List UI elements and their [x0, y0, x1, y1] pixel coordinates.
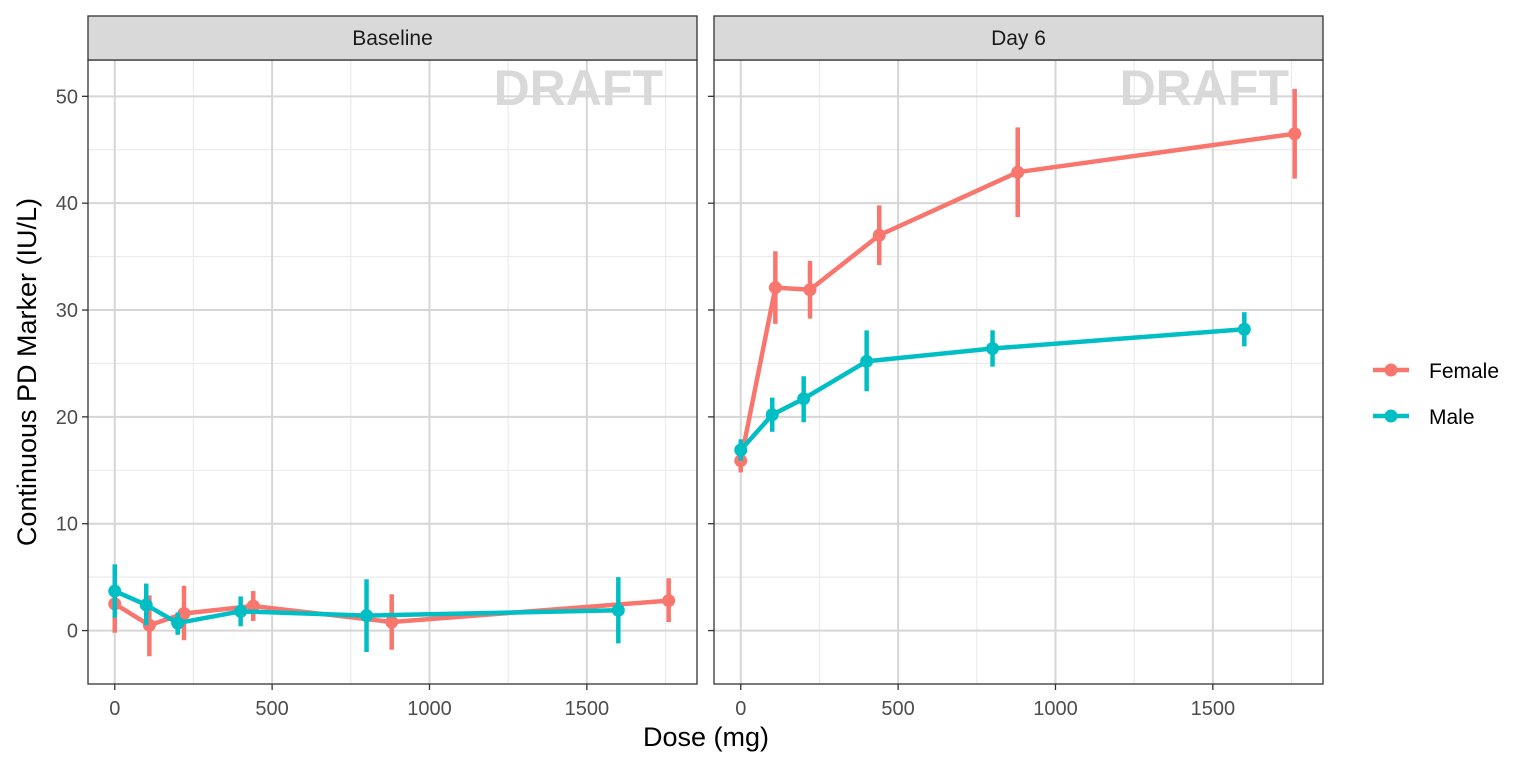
data-point	[611, 603, 625, 617]
data-point	[765, 408, 779, 422]
x-tick-label: 1000	[1033, 698, 1078, 720]
legend-key-point	[1384, 409, 1398, 423]
series-line	[113, 598, 669, 628]
watermark-text: DRAFT	[494, 60, 663, 116]
data-point	[803, 283, 817, 297]
series-line	[739, 327, 1245, 452]
data-point	[797, 392, 811, 406]
legend: Female Male	[1373, 360, 1499, 429]
panel-day-6: DRAFT Day 6 0 500 1000 1500	[708, 15, 1324, 720]
facet-strip-label: Day 6	[991, 27, 1046, 50]
x-tick-label: 0	[735, 698, 746, 720]
data-point	[171, 616, 185, 630]
data-point	[385, 615, 399, 629]
data-point	[177, 606, 191, 620]
data-point	[860, 354, 874, 368]
series-female	[108, 575, 676, 657]
series-male	[734, 312, 1251, 461]
legend-key-point	[1384, 363, 1398, 377]
facet-strip	[87, 15, 698, 61]
y-tick-label: 40	[56, 193, 78, 215]
y-tick-label: 0	[67, 621, 78, 643]
series-line	[738, 131, 1295, 462]
legend-item-female: Female	[1373, 360, 1499, 383]
data-point	[1011, 165, 1025, 179]
data-point	[360, 609, 374, 623]
data-point	[986, 341, 1000, 355]
panel-background	[88, 60, 697, 684]
x-tick-label: 500	[881, 698, 914, 720]
x-tick-label: 500	[255, 698, 288, 720]
data-point	[662, 594, 676, 608]
watermark-text: DRAFT	[1120, 60, 1289, 116]
x-tick-label: 1500	[1191, 698, 1236, 720]
x-axis-title: Dose (mg)	[643, 722, 769, 752]
legend-label: Female	[1429, 360, 1499, 383]
legend-item-male: Male	[1373, 406, 1475, 429]
y-tick-label: 20	[56, 407, 78, 429]
series-female	[734, 88, 1302, 473]
y-tick-label: 10	[56, 514, 78, 536]
data-point	[108, 584, 122, 598]
data-point	[139, 598, 153, 612]
series-male	[108, 564, 625, 652]
facet-strip	[713, 15, 1324, 61]
x-tick-label: 1500	[565, 698, 610, 720]
data-point	[234, 604, 248, 618]
data-point	[872, 228, 886, 242]
panel-baseline: DRAFT Baseline 0 500 1000 1500 0 10 20 30 40 50	[56, 15, 698, 720]
data-point	[1288, 127, 1302, 141]
y-axis-title: Continuous PD Marker (IU/L)	[12, 198, 42, 546]
data-point	[768, 281, 782, 295]
data-point	[246, 599, 260, 613]
data-point	[1237, 322, 1251, 336]
data-point	[734, 443, 748, 457]
facet-strip-label: Baseline	[352, 27, 433, 50]
x-tick-label: 1000	[407, 698, 452, 720]
x-tick-label: 0	[109, 698, 120, 720]
legend-label: Male	[1429, 406, 1475, 429]
y-tick-label: 30	[56, 300, 78, 322]
y-tick-label: 50	[56, 86, 78, 108]
